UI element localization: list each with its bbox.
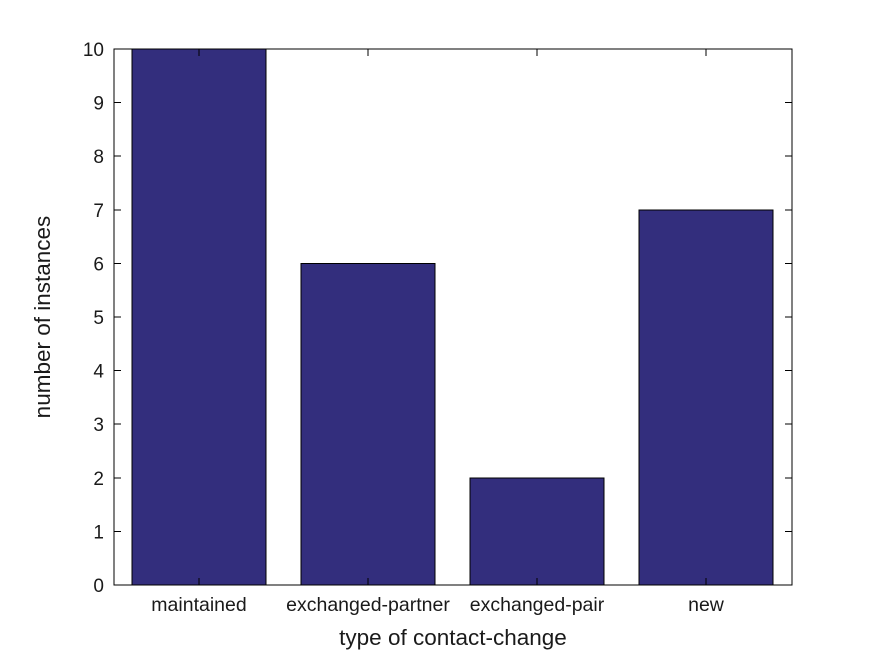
svg-text:6: 6 xyxy=(93,254,104,275)
svg-text:1: 1 xyxy=(93,522,104,543)
svg-text:8: 8 xyxy=(93,147,104,168)
svg-text:7: 7 xyxy=(93,201,104,222)
svg-text:maintained: maintained xyxy=(151,594,246,616)
svg-text:0: 0 xyxy=(93,576,104,597)
svg-text:4: 4 xyxy=(93,362,104,383)
svg-text:2: 2 xyxy=(93,469,104,490)
svg-text:new: new xyxy=(688,594,725,616)
svg-text:9: 9 xyxy=(93,94,104,115)
svg-text:5: 5 xyxy=(93,308,104,329)
svg-text:10: 10 xyxy=(83,40,104,61)
svg-text:type of contact-change: type of contact-change xyxy=(339,625,567,650)
svg-text:exchanged-pair: exchanged-pair xyxy=(470,594,605,616)
svg-text:exchanged-partner: exchanged-partner xyxy=(286,594,450,616)
svg-text:number of instances: number of instances xyxy=(30,216,55,419)
svg-text:3: 3 xyxy=(93,415,104,436)
